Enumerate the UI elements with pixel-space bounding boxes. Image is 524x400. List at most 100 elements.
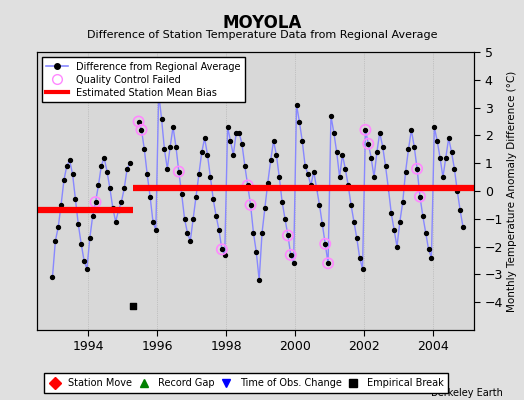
Point <box>367 154 375 161</box>
Point <box>69 171 77 178</box>
Point <box>238 140 246 147</box>
Point <box>287 252 295 258</box>
Point <box>134 118 143 125</box>
Point <box>223 124 232 130</box>
Point <box>430 124 439 130</box>
Text: Berkeley Earth: Berkeley Earth <box>431 388 503 398</box>
Point <box>295 118 303 125</box>
Point <box>235 130 243 136</box>
Point <box>203 152 212 158</box>
Point <box>198 149 206 155</box>
Point <box>97 163 105 169</box>
Point <box>195 171 203 178</box>
Point <box>312 185 321 192</box>
Point <box>186 238 194 244</box>
Point <box>48 274 57 280</box>
Point <box>83 266 91 272</box>
Point <box>330 130 338 136</box>
Point <box>157 116 166 122</box>
Point <box>264 180 272 186</box>
Point <box>91 199 100 205</box>
Point <box>77 241 85 247</box>
Point <box>60 177 68 183</box>
Point <box>358 266 367 272</box>
Point <box>283 232 292 239</box>
Point <box>413 166 421 172</box>
Point <box>361 127 369 133</box>
Point <box>459 224 467 230</box>
Point <box>134 118 143 125</box>
Point <box>244 182 252 189</box>
Point <box>410 143 418 150</box>
Point <box>413 166 421 172</box>
Point <box>63 163 71 169</box>
Point <box>321 241 330 247</box>
Point <box>310 168 318 175</box>
Point <box>209 196 217 202</box>
Point <box>335 174 344 180</box>
Point <box>94 182 103 189</box>
Point <box>103 168 111 175</box>
Point <box>321 241 330 247</box>
Y-axis label: Monthly Temperature Anomaly Difference (°C): Monthly Temperature Anomaly Difference (… <box>507 70 517 312</box>
Point <box>278 199 286 205</box>
Point <box>189 216 198 222</box>
Point <box>378 143 387 150</box>
Point <box>433 138 441 144</box>
Point <box>201 135 209 141</box>
Point <box>364 140 373 147</box>
Point <box>419 213 427 219</box>
Point <box>267 157 275 164</box>
Point <box>287 252 295 258</box>
Point <box>166 143 174 150</box>
Point <box>401 168 410 175</box>
Point <box>427 254 435 261</box>
Point <box>85 235 94 242</box>
Point <box>407 127 416 133</box>
Point <box>221 252 229 258</box>
Point <box>364 140 373 147</box>
Point <box>66 157 74 164</box>
Point <box>163 166 171 172</box>
Point <box>146 193 154 200</box>
Point <box>143 171 151 178</box>
Point <box>292 102 301 108</box>
Point <box>172 143 180 150</box>
Point <box>183 230 192 236</box>
Point <box>217 246 226 252</box>
Point <box>149 218 157 225</box>
Point <box>174 168 183 175</box>
Point <box>137 127 146 133</box>
Point <box>258 230 266 236</box>
Legend: Station Move, Record Gap, Time of Obs. Change, Empirical Break: Station Move, Record Gap, Time of Obs. C… <box>44 374 449 393</box>
Point <box>344 182 352 189</box>
Point <box>91 199 100 205</box>
Point <box>333 149 341 155</box>
Point <box>89 213 97 219</box>
Point <box>370 174 378 180</box>
Point <box>436 154 444 161</box>
Point <box>384 185 392 192</box>
Point <box>283 232 292 239</box>
Point <box>120 185 128 192</box>
Point <box>178 190 186 197</box>
Point <box>269 138 278 144</box>
Point <box>232 130 241 136</box>
Point <box>117 199 126 205</box>
Point <box>327 113 335 119</box>
Point <box>315 202 324 208</box>
Point <box>126 160 134 166</box>
Point <box>387 210 396 216</box>
Point <box>390 227 398 233</box>
Point <box>281 216 289 222</box>
Point <box>114 207 123 214</box>
Point <box>226 138 235 144</box>
Point <box>128 303 137 310</box>
Point <box>272 152 280 158</box>
Point <box>424 246 433 252</box>
Point <box>212 213 220 219</box>
Point <box>393 243 401 250</box>
Point <box>244 182 252 189</box>
Point <box>180 216 189 222</box>
Point <box>350 218 358 225</box>
